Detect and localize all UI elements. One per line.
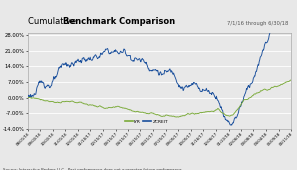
- Text: 7/1/16 through 6/30/18: 7/1/16 through 6/30/18: [228, 21, 289, 26]
- Text: Cumulative: Cumulative: [28, 17, 79, 26]
- Legend: IYR, ZCREIT: IYR, ZCREIT: [123, 118, 170, 126]
- Text: Benchmark Comparison: Benchmark Comparison: [64, 17, 176, 26]
- Text: Source: Interactive Brokers LLC.  Past performance does not guarantee future per: Source: Interactive Brokers LLC. Past pe…: [3, 168, 181, 170]
